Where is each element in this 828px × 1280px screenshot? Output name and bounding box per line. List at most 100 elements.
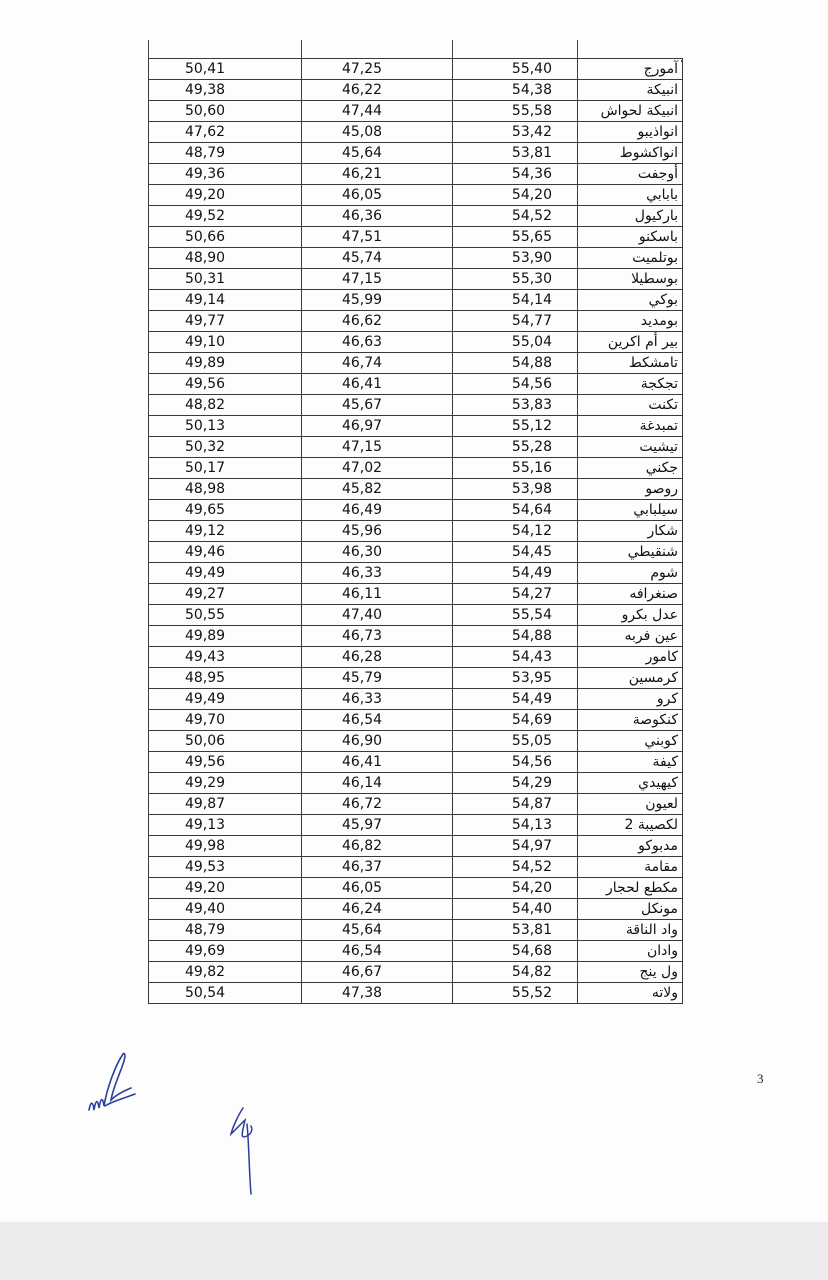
value-col-1: 49,53 (148, 856, 302, 878)
table-row: 50,13 46,97 55,12 تمبدغة (148, 415, 683, 437)
value-col-2: 46,74 (301, 352, 453, 374)
value-col-2: 46,97 (301, 415, 453, 437)
value-col-3: 55,30 (452, 268, 578, 290)
table-border-line (148, 40, 149, 60)
value-col-2: 46,49 (301, 499, 453, 521)
value-col-2: 45,96 (301, 520, 453, 542)
signature-1-icon (88, 1052, 136, 1111)
location-name: كنكوصة (577, 709, 683, 731)
location-name: مدبوكو (577, 835, 683, 857)
table-row: 47,62 45,08 53,42 انواذيبو (148, 121, 683, 143)
table-row: 49,49 46,33 54,49 شوم (148, 562, 683, 584)
table-row: 49,77 46,62 54,77 بومديد (148, 310, 683, 332)
value-col-3: 54,88 (452, 352, 578, 374)
table-row: 49,49 46,33 54,49 كرو (148, 688, 683, 710)
location-name: مقامة (577, 856, 683, 878)
location-name: آمورج (577, 58, 683, 80)
location-name: ول ينج (577, 961, 683, 983)
value-col-1: 49,46 (148, 541, 302, 563)
location-name: بوسطيلا (577, 268, 683, 290)
value-col-2: 46,90 (301, 730, 453, 752)
value-col-2: 46,30 (301, 541, 453, 563)
value-col-3: 54,88 (452, 625, 578, 647)
value-col-2: 45,64 (301, 919, 453, 941)
value-col-3: 54,69 (452, 709, 578, 731)
value-col-3: 53,42 (452, 121, 578, 143)
location-name: كامور (577, 646, 683, 668)
value-col-1: 50,32 (148, 436, 302, 458)
value-col-3: 55,54 (452, 604, 578, 626)
location-name: انواكشوط (577, 142, 683, 164)
location-name: مكطع لحجار (577, 877, 683, 899)
value-col-3: 54,77 (452, 310, 578, 332)
table-row: 49,65 46,49 54,64 سيلبابي (148, 499, 683, 521)
location-name: انبيكة لحواش (577, 100, 683, 122)
value-col-1: 49,36 (148, 163, 302, 185)
table-row: 49,27 46,11 54,27 صنغرافه (148, 583, 683, 605)
location-name: كيفة (577, 751, 683, 773)
location-name: شنقيطي (577, 541, 683, 563)
location-name: تكنت (577, 394, 683, 416)
value-col-1: 49,27 (148, 583, 302, 605)
value-col-1: 50,41 (148, 58, 302, 80)
value-col-1: 49,56 (148, 373, 302, 395)
location-name: سيلبابي (577, 499, 683, 521)
value-col-2: 46,33 (301, 562, 453, 584)
value-col-1: 50,55 (148, 604, 302, 626)
value-col-1: 49,12 (148, 520, 302, 542)
value-col-1: 48,90 (148, 247, 302, 269)
value-col-3: 54,49 (452, 562, 578, 584)
value-col-3: 54,45 (452, 541, 578, 563)
table-row: 48,82 45,67 53,83 تكنت (148, 394, 683, 416)
value-col-3: 55,05 (452, 730, 578, 752)
value-col-3: 54,97 (452, 835, 578, 857)
value-col-3: 54,87 (452, 793, 578, 815)
value-col-1: 49,43 (148, 646, 302, 668)
table-row: 50,06 46,90 55,05 كوبني (148, 730, 683, 752)
value-col-3: 54,20 (452, 184, 578, 206)
location-name: تمبدغة (577, 415, 683, 437)
value-col-1: 49,82 (148, 961, 302, 983)
value-col-2: 47,51 (301, 226, 453, 248)
table-row: 50,17 47,02 55,16 جكني (148, 457, 683, 479)
table-row: 49,20 46,05 54,20 بابابي (148, 184, 683, 206)
value-col-1: 50,66 (148, 226, 302, 248)
table-row: 49,82 46,67 54,82 ول ينج (148, 961, 683, 983)
value-col-3: 53,95 (452, 667, 578, 689)
table-row: 49,10 46,63 55,04 بير أم اكرين (148, 331, 683, 353)
table-row: 49,56 46,41 54,56 تجكجة (148, 373, 683, 395)
value-col-2: 45,67 (301, 394, 453, 416)
table-border-line (577, 40, 578, 60)
value-col-1: 49,49 (148, 688, 302, 710)
table-row: 48,79 45,64 53,81 واد الناقة (148, 919, 683, 941)
value-col-1: 49,56 (148, 751, 302, 773)
table-row: 48,79 45,64 53,81 انواكشوط (148, 142, 683, 164)
value-col-1: 49,98 (148, 835, 302, 857)
value-col-3: 54,36 (452, 163, 578, 185)
value-col-2: 46,33 (301, 688, 453, 710)
value-col-1: 49,89 (148, 352, 302, 374)
location-name: باركيول (577, 205, 683, 227)
value-col-1: 49,52 (148, 205, 302, 227)
value-col-3: 53,83 (452, 394, 578, 416)
table-row: 50,41 47,25 55,40 آمورج (148, 58, 683, 80)
value-col-2: 47,15 (301, 268, 453, 290)
value-col-1: 47,62 (148, 121, 302, 143)
value-col-1: 48,98 (148, 478, 302, 500)
table-row: 49,56 46,41 54,56 كيفة (148, 751, 683, 773)
table-row: 49,12 45,96 54,12 شكار (148, 520, 683, 542)
location-name: عدل بكرو (577, 604, 683, 626)
value-col-2: 45,79 (301, 667, 453, 689)
location-name: بومديد (577, 310, 683, 332)
value-col-3: 54,13 (452, 814, 578, 836)
table-border-line (301, 40, 302, 60)
value-col-1: 49,14 (148, 289, 302, 311)
value-col-1: 50,31 (148, 268, 302, 290)
table-row: 50,55 47,40 55,54 عدل بكرو (148, 604, 683, 626)
table-row: 50,60 47,44 55,58 انبيكة لحواش (148, 100, 683, 122)
location-name: وادان (577, 940, 683, 962)
value-col-2: 46,54 (301, 940, 453, 962)
value-col-3: 54,38 (452, 79, 578, 101)
value-col-3: 55,16 (452, 457, 578, 479)
location-name: باسكنو (577, 226, 683, 248)
